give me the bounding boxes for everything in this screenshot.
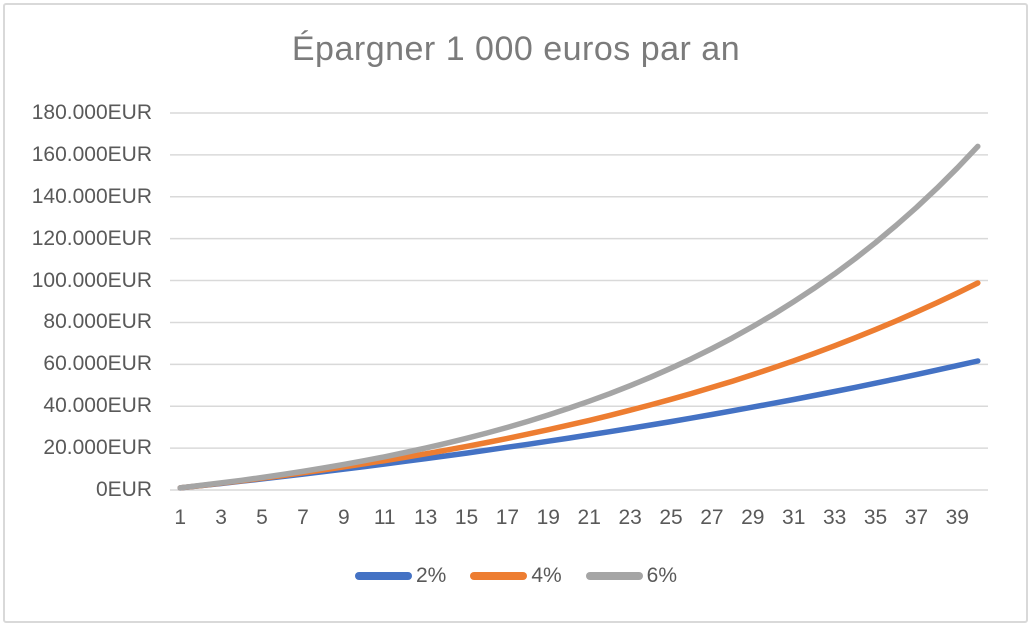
x-tick-label: 33	[822, 506, 847, 529]
x-tick-label: 39	[945, 506, 969, 529]
x-tick-label: 25	[659, 506, 683, 529]
x-tick-label: 15	[454, 506, 479, 529]
legend-marker-icon	[354, 572, 412, 580]
x-tick-label: 3	[215, 506, 227, 529]
legend-marker-icon	[470, 572, 528, 580]
legend-item-2%: 2%	[354, 564, 447, 588]
legend-label: 2%	[415, 564, 447, 587]
legend-marker-icon	[585, 572, 643, 580]
x-tick-label: 11	[373, 506, 396, 529]
legend-label: 6%	[646, 564, 678, 587]
y-tick-label: 140.000EUR	[31, 184, 152, 208]
legend-item-6%: 6%	[585, 564, 678, 588]
y-tick-label: 40.000EUR	[43, 394, 152, 418]
x-tick-label: 13	[413, 506, 438, 529]
x-tick-label: 37	[904, 506, 929, 529]
chart-title: Épargner 1 000 euros par an	[291, 30, 741, 68]
x-tick-label: 29	[741, 506, 765, 529]
x-tick-label: 5	[256, 506, 268, 529]
series-line-6%	[177, 143, 981, 491]
x-tick-label: 21	[577, 506, 601, 529]
x-tick-label: 35	[863, 506, 888, 529]
y-tick-label: 20.000EUR	[43, 436, 152, 460]
y-tick-label: 160.000EUR	[31, 142, 152, 166]
y-tick-label: 80.000EUR	[43, 310, 152, 334]
legend-label: 4%	[531, 564, 562, 587]
x-tick-label: 7	[297, 506, 309, 529]
x-tick-label: 9	[337, 506, 350, 529]
legend: 2% 4% 6%	[0, 564, 1032, 588]
x-tick-label: 19	[536, 506, 560, 529]
legend-item-4%: 4%	[470, 564, 562, 588]
y-tick-label: 180.000EUR	[31, 101, 152, 124]
x-tick-label: 23	[618, 506, 642, 529]
x-tick-label: 31	[782, 506, 806, 529]
y-tick-label: 120.000EUR	[31, 226, 152, 250]
x-tick-label: 27	[700, 506, 724, 529]
y-tick-label: 100.000EUR	[31, 268, 152, 292]
y-tick-label: 60.000EUR	[43, 352, 152, 376]
x-tick-label: 17	[495, 506, 520, 529]
x-tick-label: 1	[174, 506, 187, 529]
y-tick-label: 0EUR	[95, 478, 152, 501]
